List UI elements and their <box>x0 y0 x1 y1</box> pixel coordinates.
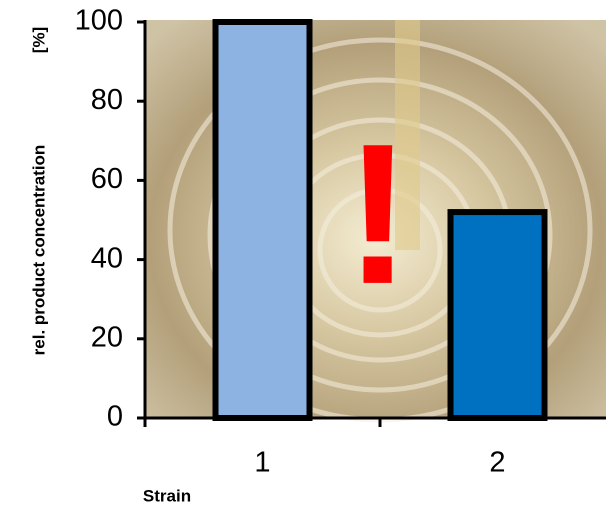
y-axis-unit: [%] <box>29 27 48 53</box>
y-tick-label: 60 <box>91 163 123 195</box>
y-tick-label: 100 <box>75 5 123 37</box>
y-tick-label: 80 <box>91 84 123 116</box>
x-axis-label: Strain <box>143 486 191 505</box>
y-tick-label: 20 <box>91 321 123 353</box>
x-tick-label: 2 <box>489 447 505 479</box>
annotation: ! <box>345 103 412 326</box>
chart: 0 20 40 60 80 100 1 2 rel. product concentratio… <box>0 0 606 510</box>
page: 0 20 40 60 80 100 1 2 rel. product concentratio… <box>0 0 606 510</box>
y-tick-label: 40 <box>91 242 123 274</box>
y-tick-label: 0 <box>107 401 123 433</box>
bar <box>216 22 310 418</box>
bar <box>451 212 545 418</box>
x-tick-label: 1 <box>254 447 270 479</box>
y-axis-label: rel. product concentration <box>29 145 48 356</box>
